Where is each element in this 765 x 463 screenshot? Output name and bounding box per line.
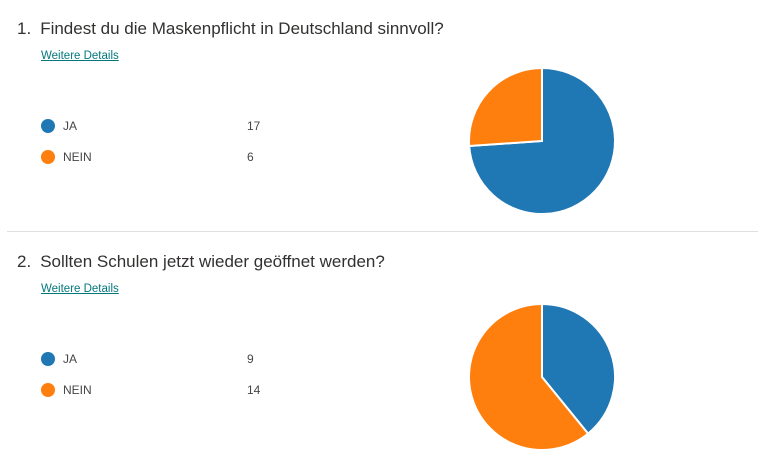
legend: JA 9 NEIN 14: [41, 351, 301, 413]
pie-slice-nein: [468, 302, 590, 451]
pie-chart: [468, 66, 616, 215]
legend-item-ja: JA 17: [41, 118, 301, 149]
color-dot-icon: [41, 119, 55, 133]
more-details-link[interactable]: Weitere Details: [41, 283, 119, 295]
legend-count: 17: [247, 119, 261, 133]
legend-count: 9: [247, 352, 254, 366]
legend-label: JA: [63, 352, 78, 366]
pie-slice-ja: [541, 302, 616, 436]
question-number: 1.: [17, 19, 32, 38]
legend-count: 14: [247, 383, 261, 397]
legend-label: NEIN: [63, 150, 92, 164]
color-dot-icon: [41, 383, 55, 397]
legend: JA 17 NEIN 6: [41, 118, 301, 180]
legend-label: NEIN: [63, 383, 92, 397]
color-dot-icon: [41, 150, 55, 164]
more-details-link[interactable]: Weitere Details: [41, 50, 119, 62]
legend-item-nein: NEIN 14: [41, 382, 301, 413]
question-title: 2. Sollten Schulen jetzt wieder geöffnet …: [17, 252, 385, 272]
divider: [7, 231, 758, 232]
pie-slice-nein: [468, 66, 543, 148]
legend-count: 6: [247, 150, 254, 164]
legend-item-nein: NEIN 6: [41, 149, 301, 180]
question-title: 1. Findest du die Maskenpflicht in Deutsc…: [17, 19, 444, 39]
question-text: Sollten Schulen jetzt wieder geöffnet we…: [40, 252, 385, 271]
question-1: 1. Findest du die Maskenpflicht in Deutsc…: [17, 19, 616, 215]
legend-item-ja: JA 9: [41, 351, 301, 382]
question-2: 2. Sollten Schulen jetzt wieder geöffnet …: [0, 233, 765, 463]
question-text: Findest du die Maskenpflicht in Deutschl…: [40, 19, 444, 38]
question-number: 2.: [17, 252, 32, 271]
color-dot-icon: [41, 352, 55, 366]
legend-label: JA: [63, 119, 78, 133]
pie-chart: [468, 302, 616, 451]
